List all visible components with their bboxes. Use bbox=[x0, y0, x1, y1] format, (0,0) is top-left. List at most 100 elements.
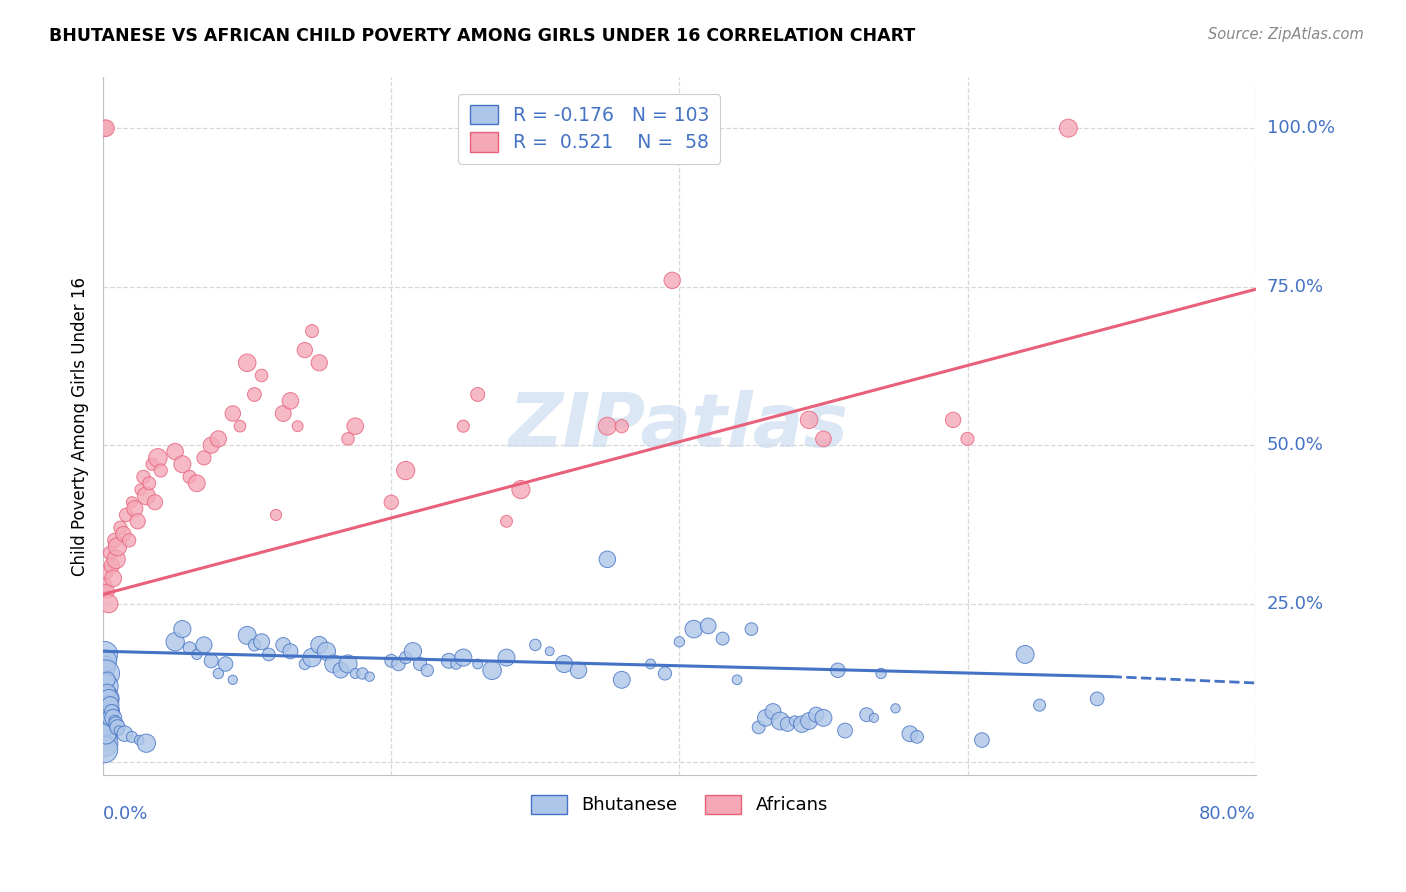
Point bbox=[98, 698, 121, 713]
Point bbox=[1028, 698, 1050, 713]
Point bbox=[294, 343, 316, 357]
Point bbox=[97, 597, 120, 611]
Point bbox=[222, 673, 245, 687]
Point bbox=[337, 657, 360, 671]
Point bbox=[138, 476, 160, 491]
Point bbox=[250, 634, 273, 648]
Point bbox=[165, 444, 187, 458]
Point bbox=[94, 121, 117, 136]
Point bbox=[115, 508, 138, 522]
Point bbox=[813, 711, 835, 725]
Point bbox=[596, 552, 619, 566]
Point bbox=[395, 464, 418, 478]
Point bbox=[444, 657, 467, 671]
Point bbox=[104, 714, 127, 728]
Point bbox=[93, 648, 115, 662]
Point bbox=[567, 663, 589, 677]
Point bbox=[322, 657, 344, 671]
Point bbox=[755, 711, 778, 725]
Point bbox=[294, 657, 316, 671]
Point bbox=[93, 673, 115, 687]
Text: ZIPatlas: ZIPatlas bbox=[509, 390, 849, 463]
Point bbox=[105, 717, 128, 731]
Point bbox=[179, 470, 201, 484]
Point bbox=[207, 666, 229, 681]
Point bbox=[725, 673, 748, 687]
Point bbox=[1057, 121, 1080, 136]
Point bbox=[112, 527, 135, 541]
Point bbox=[93, 121, 115, 136]
Point bbox=[93, 742, 115, 756]
Point bbox=[834, 723, 856, 738]
Point bbox=[380, 495, 402, 509]
Point bbox=[114, 727, 136, 741]
Point bbox=[93, 720, 115, 734]
Point bbox=[200, 438, 222, 452]
Text: Source: ZipAtlas.com: Source: ZipAtlas.com bbox=[1208, 27, 1364, 42]
Point bbox=[105, 552, 128, 566]
Point bbox=[769, 714, 792, 728]
Point bbox=[149, 464, 172, 478]
Point bbox=[344, 419, 367, 434]
Point bbox=[416, 663, 439, 677]
Point bbox=[243, 387, 266, 401]
Point bbox=[121, 495, 143, 509]
Point bbox=[380, 654, 402, 668]
Point bbox=[96, 685, 118, 699]
Point bbox=[329, 663, 352, 677]
Point bbox=[121, 730, 143, 744]
Point bbox=[165, 634, 187, 648]
Point bbox=[813, 432, 835, 446]
Point bbox=[740, 622, 762, 636]
Point bbox=[301, 650, 323, 665]
Point bbox=[395, 650, 418, 665]
Point bbox=[200, 654, 222, 668]
Point bbox=[146, 450, 169, 465]
Point bbox=[229, 419, 252, 434]
Point bbox=[172, 622, 194, 636]
Point bbox=[870, 666, 893, 681]
Point bbox=[93, 730, 115, 744]
Point bbox=[103, 711, 125, 725]
Point bbox=[98, 711, 121, 725]
Point bbox=[97, 705, 120, 719]
Point bbox=[107, 720, 129, 734]
Point bbox=[94, 666, 117, 681]
Point bbox=[495, 650, 517, 665]
Point bbox=[884, 701, 907, 715]
Point bbox=[308, 356, 330, 370]
Point bbox=[509, 483, 531, 497]
Point bbox=[481, 663, 503, 677]
Point bbox=[93, 711, 115, 725]
Point bbox=[172, 457, 194, 471]
Point bbox=[93, 736, 115, 750]
Point bbox=[280, 644, 302, 658]
Point bbox=[94, 679, 117, 693]
Text: BHUTANESE VS AFRICAN CHILD POVERTY AMONG GIRLS UNDER 16 CORRELATION CHART: BHUTANESE VS AFRICAN CHILD POVERTY AMONG… bbox=[49, 27, 915, 45]
Point bbox=[257, 648, 280, 662]
Point bbox=[250, 368, 273, 383]
Point bbox=[214, 657, 236, 671]
Point bbox=[538, 644, 561, 658]
Point bbox=[94, 717, 117, 731]
Point bbox=[93, 685, 115, 699]
Point bbox=[100, 558, 122, 573]
Point bbox=[553, 657, 575, 671]
Point bbox=[103, 571, 125, 585]
Point bbox=[898, 727, 921, 741]
Text: 100.0%: 100.0% bbox=[1267, 120, 1334, 137]
Point bbox=[132, 470, 155, 484]
Point bbox=[264, 508, 287, 522]
Point bbox=[654, 666, 676, 681]
Point bbox=[956, 432, 979, 446]
Point bbox=[682, 622, 704, 636]
Text: 25.0%: 25.0% bbox=[1267, 595, 1324, 613]
Point bbox=[135, 489, 157, 503]
Point bbox=[141, 457, 163, 471]
Point bbox=[143, 495, 166, 509]
Point bbox=[855, 707, 877, 722]
Point bbox=[96, 673, 118, 687]
Point bbox=[337, 432, 360, 446]
Point bbox=[94, 727, 117, 741]
Point bbox=[128, 733, 150, 747]
